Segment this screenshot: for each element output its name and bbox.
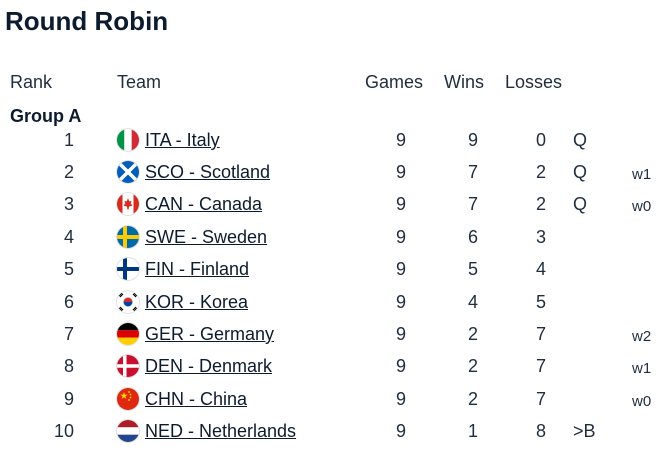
losses-cell: 7 — [535, 324, 546, 344]
losses-cell: 7 — [535, 356, 546, 376]
sweden-flag-icon — [117, 226, 139, 248]
rank-cell: 10 — [53, 421, 74, 441]
games-cell: 9 — [395, 227, 406, 247]
rank-cell: 2 — [63, 162, 74, 182]
losses-cell: 8 — [535, 421, 546, 441]
denmark-flag-icon — [117, 355, 139, 377]
note-cell: w2 — [632, 328, 652, 345]
table-row: 4 SWE - Sweden 9 6 3 — [0, 221, 672, 253]
rank-cell: 7 — [63, 324, 74, 344]
qualification-cell: >B — [573, 421, 596, 441]
rank-cell: 4 — [63, 227, 74, 247]
table-row: 6 KOR - Korea 9 4 5 — [0, 286, 672, 318]
team-link[interactable]: NED - Netherlands — [145, 421, 297, 441]
header-games: Games — [365, 72, 424, 92]
losses-cell: 4 — [535, 259, 546, 279]
page-title: Round Robin — [5, 6, 169, 36]
losses-cell: 2 — [535, 162, 546, 182]
table-row: 7 GER - Germany 9 2 7 w2 — [0, 318, 672, 350]
table-row: 9 CHN - China 9 2 7 w0 — [0, 383, 672, 415]
table-row: 3 CAN - Canada 9 7 2 Q w0 — [0, 188, 672, 220]
wins-cell: 2 — [467, 324, 478, 344]
team-link[interactable]: SCO - Scotland — [145, 162, 271, 182]
qualification-cell: Q — [573, 194, 588, 214]
wins-cell: 6 — [467, 227, 478, 247]
table-row: 2 SCO - Scotland 9 7 2 Q w1 — [0, 156, 672, 188]
losses-cell: 2 — [535, 194, 546, 214]
wins-cell: 4 — [467, 292, 478, 312]
team-link[interactable]: SWE - Sweden — [145, 227, 268, 247]
group-label: Group A — [10, 106, 82, 126]
rank-cell: 3 — [63, 194, 74, 214]
header-rank: Rank — [10, 72, 53, 92]
italy-flag-icon — [117, 129, 139, 151]
table-row: 1 ITA - Italy 9 9 0 Q — [0, 124, 672, 156]
games-cell: 9 — [395, 356, 406, 376]
games-cell: 9 — [395, 162, 406, 182]
team-link[interactable]: ITA - Italy — [145, 130, 220, 150]
note-cell: w0 — [632, 393, 652, 410]
finland-flag-icon — [117, 258, 139, 280]
scotland-flag-icon — [117, 161, 139, 183]
games-cell: 9 — [395, 130, 406, 150]
note-cell: w1 — [632, 166, 652, 183]
note-cell: w1 — [632, 360, 652, 377]
team-link[interactable]: KOR - Korea — [145, 292, 249, 312]
qualification-cell: Q — [573, 130, 588, 150]
korea-flag-icon — [117, 291, 139, 313]
header-team: Team — [117, 72, 162, 92]
header-wins: Wins — [444, 72, 484, 92]
wins-cell: 2 — [467, 389, 478, 409]
losses-cell: 3 — [535, 227, 546, 247]
wins-cell: 2 — [467, 356, 478, 376]
games-cell: 9 — [395, 389, 406, 409]
rank-cell: 9 — [63, 389, 74, 409]
rank-cell: 6 — [63, 292, 74, 312]
qualification-cell: Q — [573, 162, 588, 182]
games-cell: 9 — [395, 421, 406, 441]
canada-flag-icon — [117, 193, 139, 215]
table-row: 8 DEN - Denmark 9 2 7 w1 — [0, 350, 672, 382]
header-losses: Losses — [505, 72, 563, 92]
team-link[interactable]: FIN - Finland — [145, 259, 250, 279]
team-link[interactable]: DEN - Denmark — [145, 356, 273, 376]
games-cell: 9 — [395, 194, 406, 214]
rank-cell: 1 — [63, 130, 74, 150]
losses-cell: 0 — [535, 130, 546, 150]
games-cell: 9 — [395, 259, 406, 279]
netherlands-flag-icon — [117, 420, 139, 442]
wins-cell: 7 — [467, 194, 478, 214]
losses-cell: 7 — [535, 389, 546, 409]
team-link[interactable]: CAN - Canada — [145, 194, 263, 214]
table-row: 5 FIN - Finland 9 5 4 — [0, 253, 672, 285]
wins-cell: 1 — [467, 421, 478, 441]
china-flag-icon — [117, 388, 139, 410]
games-cell: 9 — [395, 292, 406, 312]
games-cell: 9 — [395, 324, 406, 344]
note-cell: w0 — [632, 198, 652, 215]
germany-flag-icon — [117, 323, 139, 345]
rank-cell: 8 — [63, 356, 74, 376]
wins-cell: 7 — [467, 162, 478, 182]
team-link[interactable]: CHN - China — [145, 389, 248, 409]
rank-cell: 5 — [63, 259, 74, 279]
losses-cell: 5 — [535, 292, 546, 312]
team-link[interactable]: GER - Germany — [145, 324, 275, 344]
wins-cell: 9 — [467, 130, 478, 150]
wins-cell: 5 — [467, 259, 478, 279]
table-row: 10 NED - Netherlands 9 1 8 >B — [0, 415, 672, 447]
